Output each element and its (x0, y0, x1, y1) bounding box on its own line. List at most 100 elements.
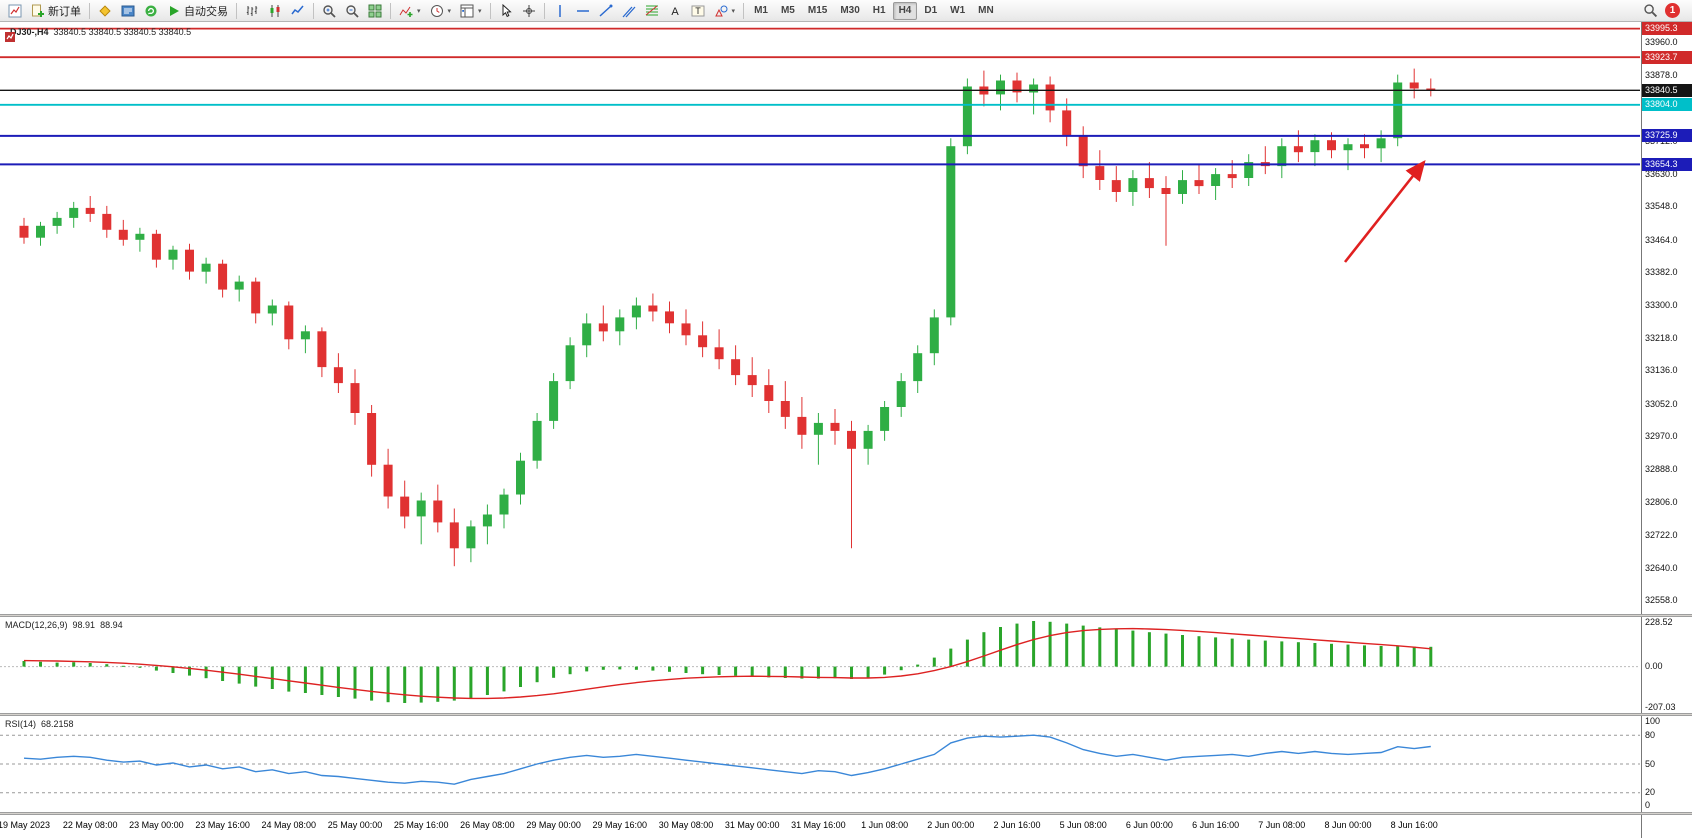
linechart-icon (291, 4, 305, 18)
svg-text:A: A (671, 6, 679, 18)
timeframe-w1-button[interactable]: W1 (950, 5, 966, 16)
time-label: 6 Jun 16:00 (1192, 820, 1240, 830)
template-icon (460, 4, 474, 18)
macd-value-main: 98.91 (72, 620, 96, 630)
mql-icon (98, 4, 112, 18)
arrows-button[interactable]: ▾ (710, 1, 740, 21)
zoom-out-icon (345, 4, 359, 18)
trendline-button[interactable] (595, 1, 617, 21)
macd-chart-svg[interactable] (0, 617, 1640, 713)
zoom-out-button[interactable] (341, 1, 363, 21)
rsi-tick: 0 (1645, 799, 1651, 810)
time-label: 25 May 16:00 (393, 820, 449, 830)
text-button[interactable]: A (664, 1, 686, 21)
price-axis[interactable]: 33960.033878.033795.033712.033630.033548… (1641, 22, 1692, 838)
cursor-button[interactable] (495, 1, 517, 21)
panel-splitter[interactable] (0, 713, 1692, 716)
zoom-in-button[interactable] (318, 1, 340, 21)
toolbar-separator (543, 2, 545, 19)
timeframe-h1-button[interactable]: H1 (872, 5, 886, 16)
bar-chart-button[interactable] (241, 1, 263, 21)
price-tick: 32722.0 (1645, 530, 1678, 541)
timeframe-m15-button[interactable]: M15 (807, 5, 828, 16)
macd-histogram (22, 621, 1433, 703)
main-chart-svg[interactable] (0, 22, 1640, 614)
label-t-icon: T (691, 4, 705, 18)
shapes-icon (714, 4, 728, 18)
dropdown-arrow-icon: ▾ (417, 7, 421, 15)
macd-tick: -207.03 (1645, 701, 1676, 712)
timeframe-h4-button[interactable]: H4 (892, 1, 918, 20)
notification-badge[interactable]: 1 (1665, 3, 1680, 18)
price-line-badge[interactable]: 33923.7 (1642, 50, 1692, 64)
market-watch-button[interactable] (117, 1, 139, 21)
chart-symbol-readout: DJ30-,H4 33840.5 33840.5 33840.5 33840.5 (5, 27, 191, 42)
price-line-badge[interactable]: 33995.3 (1642, 22, 1692, 36)
tile-windows-button[interactable] (364, 1, 386, 21)
new-chart-button[interactable] (4, 1, 26, 21)
timeframe-mn-button[interactable]: MN (978, 5, 994, 16)
timeframe-m30-button[interactable]: M30 (840, 5, 860, 16)
price-tick: 33218.0 (1645, 332, 1678, 343)
rsi-tick: 20 (1645, 787, 1656, 798)
fibonacci-button[interactable] (641, 1, 663, 21)
vline-icon (553, 4, 567, 18)
price-tick: 33630.0 (1645, 168, 1678, 179)
new-order-button-label: 新订单 (48, 5, 81, 18)
price-tick: 33960.0 (1645, 37, 1678, 48)
price-tick: 33136.0 (1645, 365, 1678, 376)
time-label: 19 May 2023 (0, 820, 51, 830)
new-order-button[interactable]: 新订单 (27, 1, 85, 21)
time-label: 26 May 08:00 (460, 820, 515, 830)
chart-new-icon (8, 4, 22, 18)
rsi-value: 68.2158 (41, 719, 74, 729)
macd-tick: 228.52 (1645, 616, 1673, 627)
auto-trading-button[interactable]: 自动交易 (163, 1, 232, 21)
price-line-badge[interactable]: 33725.9 (1642, 129, 1692, 143)
market-icon (121, 4, 135, 18)
annotation-arrow (1343, 159, 1426, 263)
timeframe-m5-button[interactable]: M5 (780, 5, 795, 16)
price-tick: 32806.0 (1645, 496, 1678, 507)
timeframe-m1-button[interactable]: M1 (754, 5, 768, 16)
periods-button[interactable]: ▾ (426, 1, 456, 21)
price-line-badge[interactable]: 33654.3 (1642, 157, 1692, 171)
candlestick-chart-button[interactable] (264, 1, 286, 21)
macd-label: MACD(12,26,9) 98.91 88.94 (5, 620, 123, 630)
tile-icon (368, 4, 382, 18)
horizontal-line-button[interactable] (572, 1, 594, 21)
label-button[interactable]: T (687, 1, 709, 21)
crosshair-icon (522, 4, 536, 18)
toolbar-left: 新订单 自动交易 ▾ ▾ ▾ A T ▾ M1 M5 M15 M30 H1 H4 D1 W1 MN (4, 0, 1000, 21)
macd-signal-line (23, 627, 1431, 700)
chart-area[interactable]: DJ30-,H4 33840.5 33840.5 33840.5 33840.5… (0, 22, 1692, 838)
time-axis[interactable]: 19 May 2023 22 May 08:00 23 May 00:00 23 Ma… (0, 815, 1640, 838)
toolbar-separator (89, 2, 90, 19)
insert-indicator-button[interactable]: ▾ (395, 1, 425, 21)
time-label: 1 Jun 08:00 (861, 820, 909, 830)
refresh-icon (144, 4, 158, 18)
rsi-label: RSI(14) 68.2158 (5, 719, 74, 729)
line-chart-button[interactable] (287, 1, 309, 21)
time-label: 5 Jun 08:00 (1059, 820, 1107, 830)
panel-splitter[interactable] (0, 812, 1692, 815)
vertical-line-button[interactable] (549, 1, 571, 21)
time-label: 7 Jun 08:00 (1258, 820, 1306, 830)
clock-icon (430, 4, 444, 18)
dropdown-arrow-icon: ▾ (447, 7, 452, 15)
channel-button[interactable] (618, 1, 640, 21)
price-line-badge[interactable]: 33804.0 (1642, 98, 1692, 112)
templates-button[interactable]: ▾ (456, 1, 486, 21)
crosshair-button[interactable] (518, 1, 540, 21)
hline-icon (576, 4, 590, 18)
order-icon (31, 4, 45, 18)
timeframe-d1-button[interactable]: D1 (924, 5, 938, 16)
trendline-icon (599, 4, 613, 18)
metaeditor-button[interactable] (94, 1, 116, 21)
price-line-badge[interactable]: 33840.5 (1642, 83, 1692, 97)
rsi-chart-svg[interactable] (0, 716, 1640, 812)
cursor-icon (499, 3, 513, 18)
refresh-button[interactable] (140, 1, 162, 21)
panel-splitter[interactable] (0, 614, 1692, 617)
search-icon[interactable] (1643, 3, 1658, 18)
